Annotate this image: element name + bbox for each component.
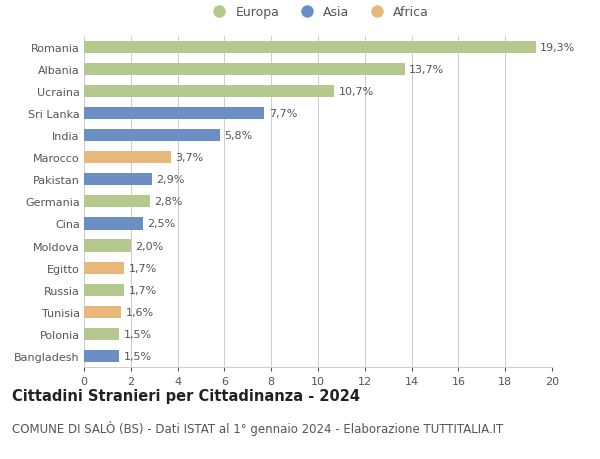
Text: 1,5%: 1,5%	[124, 329, 152, 339]
Text: 3,7%: 3,7%	[175, 153, 203, 163]
Text: 2,0%: 2,0%	[136, 241, 164, 251]
Bar	[84, 174, 152, 186]
Text: 1,5%: 1,5%	[124, 351, 152, 361]
Text: 2,9%: 2,9%	[157, 175, 185, 185]
Text: 13,7%: 13,7%	[409, 65, 445, 75]
Bar	[84, 240, 131, 252]
Bar	[84, 196, 149, 208]
Text: COMUNE DI SALÒ (BS) - Dati ISTAT al 1° gennaio 2024 - Elaborazione TUTTITALIA.IT: COMUNE DI SALÒ (BS) - Dati ISTAT al 1° g…	[12, 420, 503, 435]
Text: 5,8%: 5,8%	[224, 131, 253, 141]
Bar	[84, 218, 143, 230]
Bar	[84, 152, 170, 164]
Text: 2,8%: 2,8%	[154, 197, 182, 207]
Bar	[84, 42, 536, 54]
Text: 1,6%: 1,6%	[126, 307, 154, 317]
Text: 1,7%: 1,7%	[128, 285, 157, 295]
Text: Cittadini Stranieri per Cittadinanza - 2024: Cittadini Stranieri per Cittadinanza - 2…	[12, 388, 360, 403]
Bar	[84, 350, 119, 362]
Bar	[84, 86, 334, 98]
Text: 19,3%: 19,3%	[541, 43, 575, 53]
Bar	[84, 130, 220, 142]
Text: 1,7%: 1,7%	[128, 263, 157, 273]
Text: 10,7%: 10,7%	[339, 87, 374, 97]
Text: 2,5%: 2,5%	[147, 219, 175, 229]
Bar	[84, 306, 121, 318]
Bar	[84, 108, 264, 120]
Text: 7,7%: 7,7%	[269, 109, 297, 119]
Bar	[84, 64, 404, 76]
Legend: Europa, Asia, Africa: Europa, Asia, Africa	[202, 1, 434, 24]
Bar	[84, 262, 124, 274]
Bar	[84, 284, 124, 296]
Bar	[84, 328, 119, 340]
